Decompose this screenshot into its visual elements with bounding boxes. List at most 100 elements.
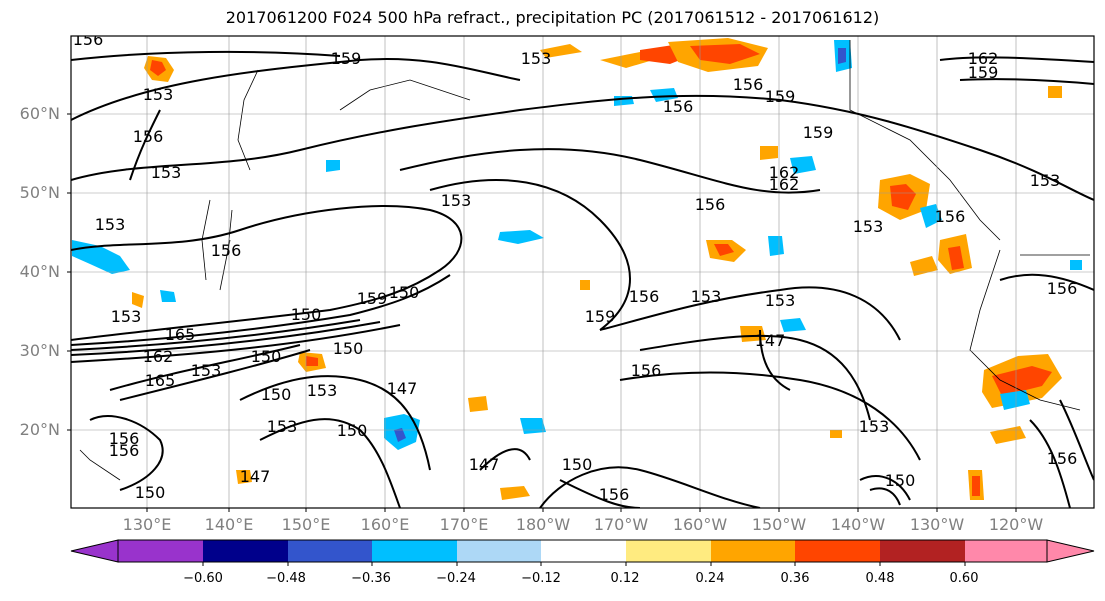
contour-label: 156 [73, 30, 104, 49]
contour-label: 150 [337, 421, 368, 440]
refractivity-contours [71, 50, 1094, 508]
colorbar-outline [117, 539, 1048, 563]
graticule [71, 36, 1094, 508]
colorbar-tick-label: 0.36 [780, 571, 810, 586]
contour-label: 156 [211, 241, 242, 260]
lon-label: 170°W [593, 515, 649, 534]
contour-label: 150 [885, 471, 916, 490]
contour-label: 153 [521, 49, 552, 68]
colorbar-segment [288, 540, 372, 562]
lon-label: 150°W [751, 515, 807, 534]
colorbar-tick-label: 0.48 [865, 571, 895, 586]
colorbar-tick-label: −0.48 [266, 571, 306, 586]
contour-label: 162 [769, 163, 800, 182]
contour-label: 153 [143, 85, 174, 104]
colorbar-tick-label: 0.12 [610, 571, 640, 586]
contour-label: 159 [803, 123, 834, 142]
lon-label: 130°E [122, 515, 172, 534]
contour-label: 159 [331, 49, 362, 68]
contour-label: 147 [387, 379, 418, 398]
colorbar-segment [457, 540, 541, 562]
lat-label: 40°N [19, 262, 60, 281]
contour-label: 150 [333, 339, 364, 358]
axis-ticks [67, 113, 1017, 512]
contour-label: 156 [663, 97, 694, 116]
colorbar-tick-label: −0.60 [183, 571, 223, 586]
colorbar-extend-max [1046, 539, 1095, 563]
contour-label: 156 [629, 287, 660, 306]
colorbar-segment [372, 540, 457, 562]
contour-label: 156 [109, 429, 140, 448]
contour-label: 159 [585, 307, 616, 326]
contour-label: 159 [968, 63, 999, 82]
contour-label: 156 [695, 195, 726, 214]
contour-label: 162 [143, 347, 174, 366]
colorbar-segment [203, 540, 288, 562]
colorbar-segment [541, 540, 626, 562]
lat-label: 20°N [19, 420, 60, 439]
contour-label: 153 [765, 291, 796, 310]
contour-label: 150 [251, 347, 282, 366]
contour-label-group: 156 159 153 153 162 159 156 156 159 159 … [73, 30, 1078, 504]
map-title: 2017061200 F024 500 hPa refract., precip… [225, 8, 880, 27]
lat-label: 60°N [19, 104, 60, 123]
contour-label: 150 [562, 455, 593, 474]
contour-label: 153 [441, 191, 472, 210]
contour-label: 153 [191, 361, 222, 380]
contour-label: 150 [135, 483, 166, 502]
lon-label: 140°E [204, 515, 254, 534]
contour-label: 159 [357, 289, 388, 308]
lon-label: 160°W [672, 515, 728, 534]
lon-label: 160°E [360, 515, 410, 534]
contour-label: 153 [95, 215, 126, 234]
colorbar-segment [711, 540, 795, 562]
contour-label: 156 [133, 127, 164, 146]
map-contents: 156 159 153 153 162 159 156 156 159 159 … [71, 30, 1094, 508]
colorbar-tick-label: 0.24 [695, 571, 725, 586]
lon-label: 170°E [439, 515, 489, 534]
contour-label: 150 [261, 385, 292, 404]
lat-label: 50°N [19, 183, 60, 202]
contour-label: 156 [631, 361, 662, 380]
contour-label: 147 [755, 331, 786, 350]
contour-label: 165 [145, 371, 176, 390]
contour-label: 153 [853, 217, 884, 236]
lat-label: 30°N [19, 341, 60, 360]
colorbar-extend-min [70, 539, 119, 563]
contour-label: 156 [733, 75, 764, 94]
contour-label: 153 [859, 417, 890, 436]
contour-label: 162 [968, 49, 999, 68]
lon-label: 130°W [909, 515, 965, 534]
lon-label: 180°W [515, 515, 571, 534]
contour-label: 153 [307, 381, 338, 400]
contour-label: 156 [1047, 279, 1078, 298]
contour-label: 147 [240, 467, 271, 486]
colorbar-segment [118, 540, 203, 562]
colorbar-tick-label: −0.36 [351, 571, 391, 586]
contour-label: 156 [109, 441, 140, 460]
colorbar-tick-label: 0.60 [949, 571, 979, 586]
contour-label: 156 [935, 207, 966, 226]
contour-label: 147 [469, 455, 500, 474]
contour-label: 159 [765, 87, 796, 106]
lon-label: 150°E [281, 515, 331, 534]
contour-label: 153 [151, 163, 182, 182]
colorbar-segment [880, 540, 965, 562]
contour-label: 162 [769, 175, 800, 194]
lon-label: 140°W [830, 515, 886, 534]
contour-label: 153 [691, 287, 722, 306]
coastlines [79, 40, 1090, 481]
contour-label: 153 [1030, 171, 1061, 190]
contour-label: 165 [165, 325, 196, 344]
colorbar [70, 539, 1095, 566]
contour-label: 150 [389, 283, 420, 302]
contour-label: 150 [291, 305, 322, 324]
colorbar-segment [965, 540, 1047, 562]
contour-label: 156 [599, 485, 630, 504]
contour-label: 156 [1047, 449, 1078, 468]
lon-label: 120°W [988, 515, 1044, 534]
colorbar-segment [795, 540, 880, 562]
contour-label: 153 [111, 307, 142, 326]
colorbar-tick-label: −0.24 [436, 571, 476, 586]
